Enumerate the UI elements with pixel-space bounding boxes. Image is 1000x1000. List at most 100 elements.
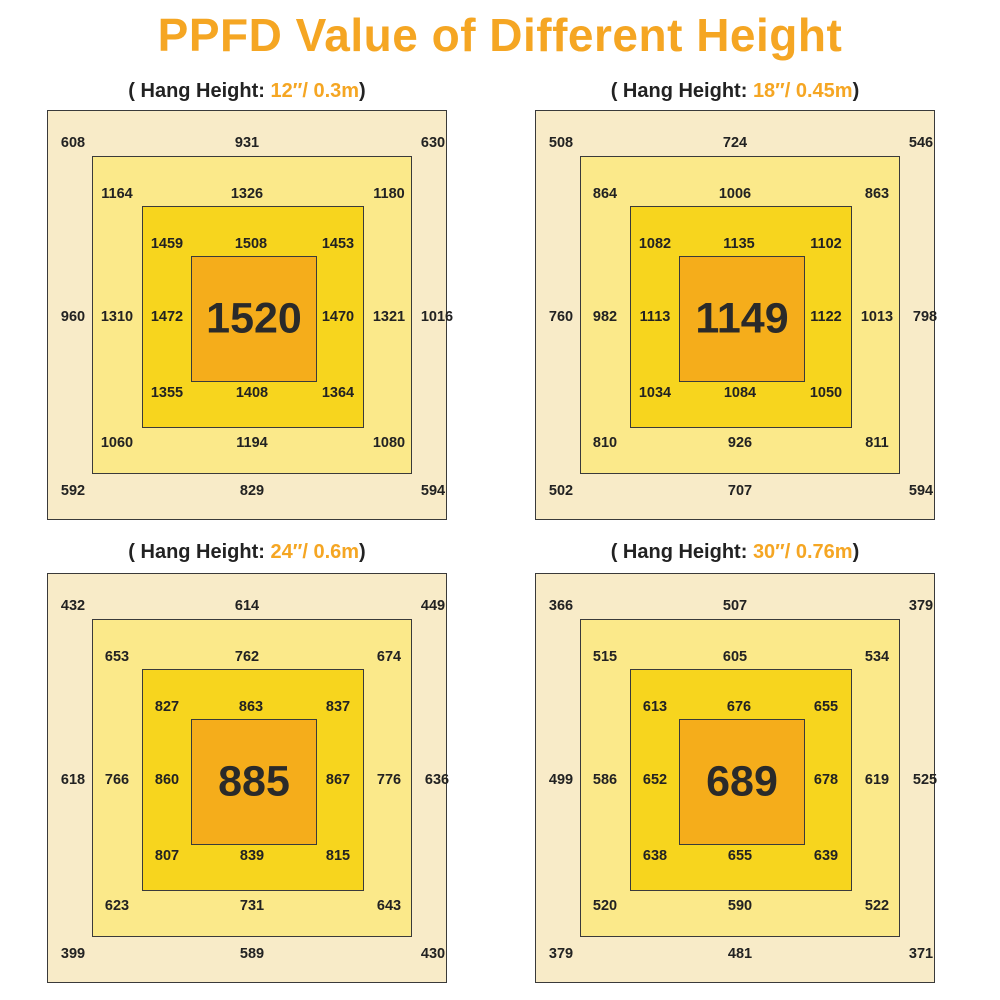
caption-prefix: ( Hang Height: (128, 541, 271, 563)
center-value: 1520 (206, 294, 302, 343)
ring-1-value-bl: 592 (60, 483, 86, 499)
ring-2-value-tr: 534 (864, 649, 890, 665)
ring-3-value-br: 815 (325, 848, 351, 864)
ring-2-value-tc: 605 (722, 649, 748, 665)
ring-2-value-br: 1080 (372, 435, 406, 451)
ring-3-value-tc: 863 (238, 699, 264, 715)
center-square (679, 256, 805, 382)
ring-2-value-ml: 1310 (100, 309, 134, 325)
ring-1-value-mr: 798 (912, 309, 938, 325)
ring-2-value-mr: 776 (376, 772, 402, 788)
caption-height-value: 24″/ 0.6m (270, 541, 360, 563)
ring-2-value-tl: 515 (592, 649, 618, 665)
ring-2-value-bl: 520 (592, 898, 618, 914)
ring-3-value-ml: 1113 (639, 309, 671, 325)
ring-3-value-mr: 1470 (321, 309, 355, 325)
ppfd-panel: 432 614 449 618 636 399 589 430 653 762 674 766 776 6… (47, 573, 450, 983)
ring-2-value-tr: 863 (864, 186, 890, 202)
ring-2-value-tc: 1326 (230, 186, 264, 202)
ring-1-value-tl: 508 (548, 135, 574, 151)
caption-suffix: ) (852, 541, 860, 563)
ring-1-value-bc: 707 (727, 483, 753, 499)
ring-1-value-bl: 502 (548, 483, 574, 499)
ring-3-value-bl: 1355 (150, 385, 184, 401)
ring-2-value-mr: 1013 (860, 309, 894, 325)
ring-1-value-tr: 449 (420, 598, 446, 614)
ring-3-value-bc: 839 (239, 848, 265, 864)
ring-2-value-br: 811 (865, 435, 889, 451)
ring-3-value-ml: 860 (154, 772, 180, 788)
ring-1-value-tc: 614 (234, 598, 260, 614)
ring-3-value-br: 639 (813, 848, 839, 864)
caption-height-value: 30″/ 0.76m (752, 541, 853, 563)
center-value: 1149 (695, 294, 789, 343)
caption-suffix: ) (359, 541, 366, 563)
ring-1-value-tl: 432 (60, 598, 86, 614)
ring-2-value-bc: 1194 (236, 435, 268, 451)
ring-1-value-ml: 499 (548, 772, 574, 788)
ring-3-value-mr: 678 (813, 772, 839, 788)
ring-3-value-bc: 1408 (235, 385, 269, 401)
ring-2-value-mr: 619 (864, 772, 890, 788)
ring-2-value-br: 522 (864, 898, 890, 914)
ring-3-value-tr: 837 (325, 699, 351, 715)
ring-1-value-mr: 525 (912, 772, 938, 788)
ring-1-value-tc: 931 (234, 135, 260, 151)
ring-3-value-tr: 655 (813, 699, 839, 715)
ring-3-value-mr: 867 (325, 772, 351, 788)
caption-height-value: 12″/ 0.3m (270, 80, 360, 102)
ring-1-value-br: 594 (420, 483, 446, 499)
ring-2-value-bc: 590 (727, 898, 753, 914)
ring-3-value-ml: 1472 (150, 309, 184, 325)
ring-1-value-tr: 630 (420, 135, 446, 151)
ring-1-value-tl: 366 (548, 598, 574, 614)
ring-1-value-mr: 636 (424, 772, 450, 788)
ring-3-value-bl: 1034 (638, 385, 672, 401)
ring-3-value-br: 1050 (809, 385, 843, 401)
ring-1-value-bc: 829 (239, 483, 265, 499)
ppfd-panel: 508 724 546 760 798 502 707 594 864 1006 863 982 101… (535, 110, 938, 520)
ppfd-panel: 608 931 630 960 1016 592 829 594 1164 1326 1180 131… (47, 110, 453, 520)
center-square (679, 719, 805, 845)
ring-2-value-tl: 653 (104, 649, 130, 665)
ring-3-value-bl: 638 (642, 848, 668, 864)
ring-2-value-tc: 762 (234, 649, 260, 665)
ring-2-value-tc: 1006 (718, 186, 752, 202)
ring-2-value-mr: 1321 (372, 309, 406, 325)
ring-2-value-tr: 674 (376, 649, 402, 665)
ring-3-value-bc: 655 (727, 848, 753, 864)
ring-2-value-tr: 1180 (373, 186, 405, 202)
center-value: 689 (706, 757, 778, 806)
ring-3-value-tl: 613 (642, 699, 668, 715)
ring-1-value-bl: 399 (60, 946, 86, 962)
ring-1-value-mr: 1016 (420, 309, 454, 325)
ring-1-value-bl: 379 (548, 946, 574, 962)
ring-3-value-tc: 1135 (723, 236, 755, 252)
panel-caption: ( Hang Height: 18″/ 0.45m) (535, 80, 935, 103)
center-value: 885 (218, 757, 290, 806)
ppfd-panel: 366 507 379 499 525 379 481 371 515 605 534 586 619 5… (535, 573, 938, 983)
caption-prefix: ( Hang Height: (128, 80, 271, 102)
center-square (191, 256, 317, 382)
ring-1-value-tr: 546 (908, 135, 934, 151)
ring-3-value-bc: 1084 (723, 385, 757, 401)
ring-3-value-tl: 1459 (150, 236, 184, 252)
panel-caption: ( Hang Height: 12″/ 0.3m) (47, 80, 447, 103)
ring-1-value-bc: 589 (239, 946, 265, 962)
ring-1-value-bc: 481 (727, 946, 753, 962)
ring-2-value-tl: 864 (592, 186, 618, 202)
caption-suffix: ) (359, 80, 366, 102)
ring-2-value-bc: 926 (727, 435, 753, 451)
ring-2-value-ml: 766 (104, 772, 130, 788)
ring-2-value-ml: 982 (592, 309, 618, 325)
ring-3-value-br: 1364 (321, 385, 355, 401)
ring-1-value-br: 594 (908, 483, 934, 499)
ring-3-value-tr: 1453 (321, 236, 355, 252)
caption-prefix: ( Hang Height: (610, 541, 753, 563)
ring-3-value-tr: 1102 (810, 236, 842, 252)
caption-prefix: ( Hang Height: (610, 80, 753, 102)
ring-3-value-mr: 1122 (810, 309, 842, 325)
page-title: PPFD Value of Different Height (157, 9, 843, 61)
ring-2-value-bl: 810 (592, 435, 618, 451)
ring-2-value-ml: 586 (592, 772, 618, 788)
